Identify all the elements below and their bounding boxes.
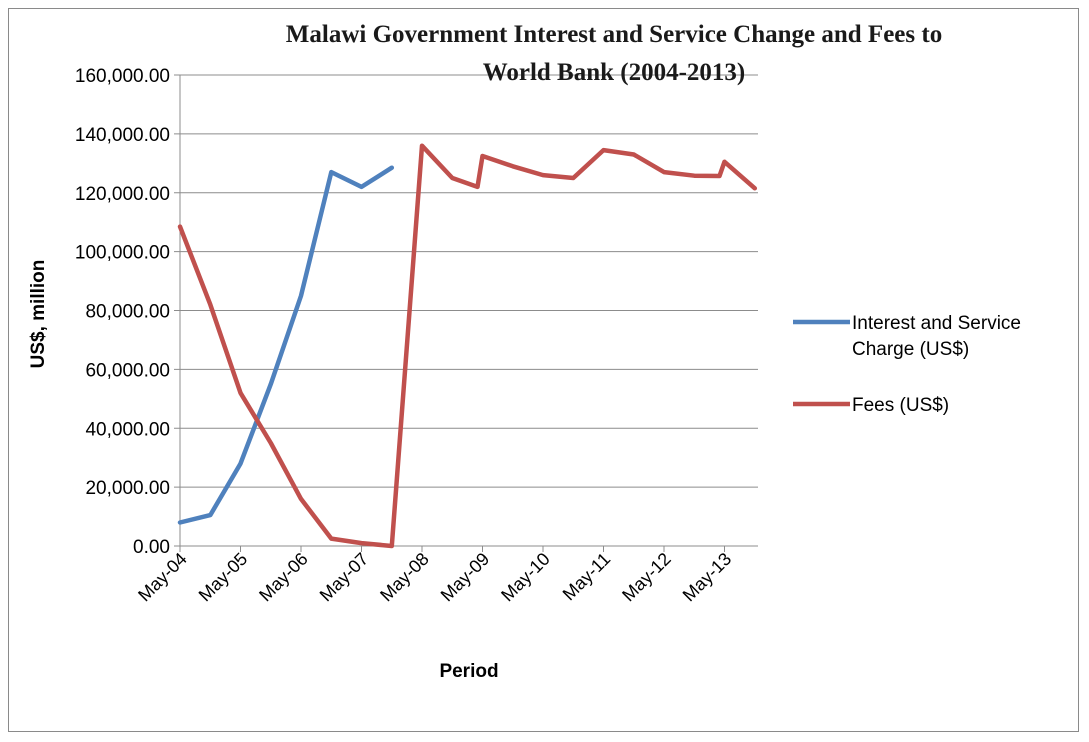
chart-title-line-1: Malawi Government Interest and Service C… xyxy=(286,21,942,48)
y-axis-title: US$, million xyxy=(28,260,49,369)
chart-frame xyxy=(8,8,1079,732)
gridlines xyxy=(180,74,758,488)
x-tick-label: May-05 xyxy=(195,549,252,606)
x-tick-label: May-10 xyxy=(497,549,554,606)
series-lines xyxy=(177,143,758,549)
y-tick-label: 100,000.00 xyxy=(75,243,170,264)
x-tick-label: May-09 xyxy=(437,549,494,606)
x-tick-label: May-08 xyxy=(376,549,433,606)
x-tick-label: May-11 xyxy=(559,549,615,605)
x-tick-label: May-07 xyxy=(316,549,373,606)
y-tick-label: 40,000.00 xyxy=(85,419,170,440)
y-tick-label: 140,000.00 xyxy=(75,125,170,146)
x-tick-label: May-13 xyxy=(679,549,736,606)
y-tick-label: 80,000.00 xyxy=(85,302,170,323)
y-tick-label: 120,000.00 xyxy=(75,184,170,205)
y-tick-label: 60,000.00 xyxy=(85,360,170,381)
x-tick-label: May-12 xyxy=(618,549,675,606)
series-line-1 xyxy=(177,165,395,525)
legend-label-1: Charge (US$) xyxy=(852,339,969,360)
legend-label-2: Fees (US$) xyxy=(852,395,949,416)
axes xyxy=(174,74,758,552)
legend-label-1: Interest and Service xyxy=(852,313,1021,334)
x-tick-label: May-06 xyxy=(255,549,312,606)
y-tick-labels: 0.00 20,000.00 40,000.00 60,000.00 80,000.00… xyxy=(75,66,170,558)
x-tick-labels: May-04 May-05 May-06 May-07 May-08 May-09 May-… xyxy=(134,549,735,606)
chart-title-line-2: World Bank (2004-2013) xyxy=(483,59,746,86)
x-axis-title: Period xyxy=(439,661,498,682)
y-tick-label: 160,000.00 xyxy=(75,66,170,87)
y-tick-label: 20,000.00 xyxy=(85,478,170,499)
legend: Interest and Service Charge (US$) Fees (US… xyxy=(793,313,1021,416)
y-tick-label: 0.00 xyxy=(133,537,170,558)
series-line-2 xyxy=(177,143,758,549)
